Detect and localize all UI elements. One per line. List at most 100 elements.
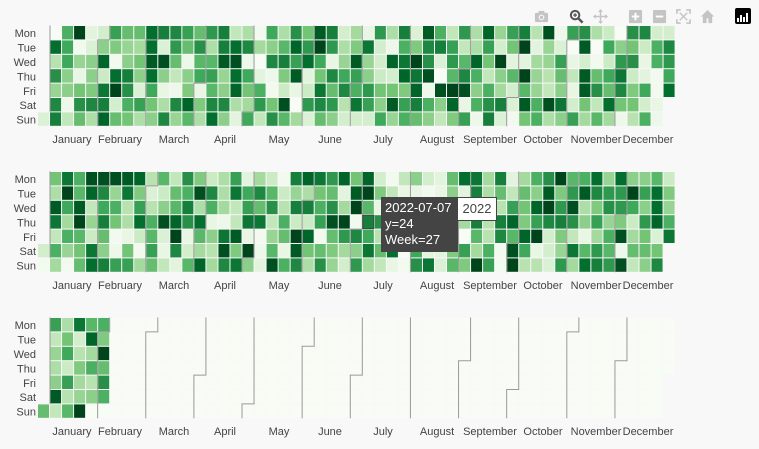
- heatmap-cell[interactable]: [531, 404, 543, 418]
- heatmap-cell[interactable]: [194, 375, 206, 389]
- heatmap-cell[interactable]: [615, 390, 627, 404]
- heatmap-cell[interactable]: [110, 215, 122, 229]
- heatmap-cell[interactable]: [110, 258, 122, 272]
- heatmap-cell[interactable]: [398, 258, 410, 272]
- heatmap-cell[interactable]: [531, 172, 543, 186]
- heatmap-cell[interactable]: [386, 26, 398, 40]
- heatmap-cell[interactable]: [531, 390, 543, 404]
- heatmap-cell[interactable]: [290, 112, 302, 126]
- heatmap-cell[interactable]: [158, 54, 170, 69]
- heatmap-cell[interactable]: [74, 332, 86, 346]
- heatmap-cell[interactable]: [206, 215, 218, 229]
- heatmap-cell[interactable]: [555, 318, 567, 332]
- heatmap-cell[interactable]: [531, 332, 543, 346]
- heatmap-cell[interactable]: [218, 390, 230, 404]
- heatmap-cell[interactable]: [182, 375, 194, 389]
- heatmap-cell[interactable]: [242, 361, 254, 375]
- heatmap-cell[interactable]: [495, 375, 507, 389]
- heatmap-cell[interactable]: [278, 215, 290, 229]
- heatmap-cell[interactable]: [398, 186, 410, 200]
- heatmap-cell[interactable]: [182, 172, 194, 186]
- heatmap-cell[interactable]: [519, 98, 531, 112]
- heatmap-cell[interactable]: [302, 172, 314, 186]
- heatmap-cell[interactable]: [170, 98, 182, 112]
- heatmap-cell[interactable]: [194, 244, 206, 258]
- heatmap-cell[interactable]: [254, 54, 266, 69]
- heatmap-cell[interactable]: [62, 346, 74, 361]
- heatmap-cell[interactable]: [447, 83, 459, 97]
- heatmap-cell[interactable]: [206, 54, 218, 69]
- heatmap-cell[interactable]: [302, 98, 314, 112]
- heatmap-cell[interactable]: [338, 26, 350, 40]
- heatmap-cell[interactable]: [495, 40, 507, 54]
- heatmap-cell[interactable]: [146, 26, 158, 40]
- heatmap-cell[interactable]: [627, 361, 639, 375]
- heatmap-cell[interactable]: [98, 186, 110, 200]
- heatmap-cell[interactable]: [651, 83, 663, 97]
- heatmap-cell[interactable]: [591, 186, 603, 200]
- heatmap-cell[interactable]: [266, 258, 278, 272]
- heatmap-cell[interactable]: [86, 346, 98, 361]
- heatmap-cell[interactable]: [290, 54, 302, 69]
- heatmap-cell[interactable]: [314, 200, 326, 215]
- heatmap-cell[interactable]: [230, 244, 242, 258]
- heatmap-cell[interactable]: [50, 346, 62, 361]
- heatmap-cell[interactable]: [314, 318, 326, 332]
- heatmap-cell[interactable]: [651, 200, 663, 215]
- heatmap-cell[interactable]: [374, 318, 386, 332]
- heatmap-cell[interactable]: [639, 375, 651, 389]
- heatmap-cell[interactable]: [290, 258, 302, 272]
- heatmap-cell[interactable]: [278, 98, 290, 112]
- heatmap-cell[interactable]: [122, 404, 134, 418]
- heatmap-cell[interactable]: [639, 258, 651, 272]
- heatmap-cell[interactable]: [38, 404, 50, 418]
- heatmap-cell[interactable]: [531, 318, 543, 332]
- heatmap-cell[interactable]: [134, 172, 146, 186]
- heatmap-cell[interactable]: [158, 98, 170, 112]
- heatmap-cell[interactable]: [531, 375, 543, 389]
- heatmap-cell[interactable]: [254, 186, 266, 200]
- heatmap-cell[interactable]: [62, 361, 74, 375]
- heatmap-cell[interactable]: [555, 200, 567, 215]
- heatmap-cell[interactable]: [627, 172, 639, 186]
- heatmap-cell[interactable]: [639, 361, 651, 375]
- heatmap-cell[interactable]: [122, 332, 134, 346]
- heatmap-cell[interactable]: [170, 83, 182, 97]
- heatmap-cell[interactable]: [134, 200, 146, 215]
- heatmap-cell[interactable]: [326, 244, 338, 258]
- heatmap-cell[interactable]: [278, 26, 290, 40]
- heatmap-cell[interactable]: [242, 186, 254, 200]
- heatmap-cell[interactable]: [326, 346, 338, 361]
- heatmap-cell[interactable]: [434, 26, 447, 40]
- heatmap-cell[interactable]: [242, 229, 254, 243]
- heatmap-cell[interactable]: [555, 229, 567, 243]
- heatmap-cell[interactable]: [471, 390, 483, 404]
- heatmap-cell[interactable]: [350, 83, 362, 97]
- heatmap-cell[interactable]: [434, 318, 447, 332]
- heatmap-cell[interactable]: [158, 229, 170, 243]
- heatmap-cell[interactable]: [302, 112, 314, 126]
- heatmap-cell[interactable]: [459, 332, 471, 346]
- heatmap-cell[interactable]: [314, 361, 326, 375]
- heatmap-cell[interactable]: [74, 346, 86, 361]
- heatmap-cell[interactable]: [182, 332, 194, 346]
- heatmap-cell[interactable]: [567, 83, 579, 97]
- heatmap-cell[interactable]: [434, 258, 447, 272]
- heatmap-cell[interactable]: [230, 200, 242, 215]
- heatmap-cell[interactable]: [338, 318, 350, 332]
- heatmap-cell[interactable]: [615, 215, 627, 229]
- heatmap-cell[interactable]: [374, 375, 386, 389]
- heatmap-cell[interactable]: [543, 26, 555, 40]
- heatmap-cell[interactable]: [302, 69, 314, 83]
- zoom-out-icon[interactable]: [649, 6, 670, 26]
- heatmap-cell[interactable]: [627, 54, 639, 69]
- heatmap-cell[interactable]: [410, 98, 422, 112]
- heatmap-cell[interactable]: [242, 215, 254, 229]
- heatmap-cell[interactable]: [110, 404, 122, 418]
- heatmap-cell[interactable]: [254, 172, 266, 186]
- heatmap-cell[interactable]: [170, 54, 182, 69]
- heatmap-cell[interactable]: [194, 98, 206, 112]
- heatmap-cell[interactable]: [519, 69, 531, 83]
- heatmap-cell[interactable]: [495, 98, 507, 112]
- heatmap-cell[interactable]: [543, 83, 555, 97]
